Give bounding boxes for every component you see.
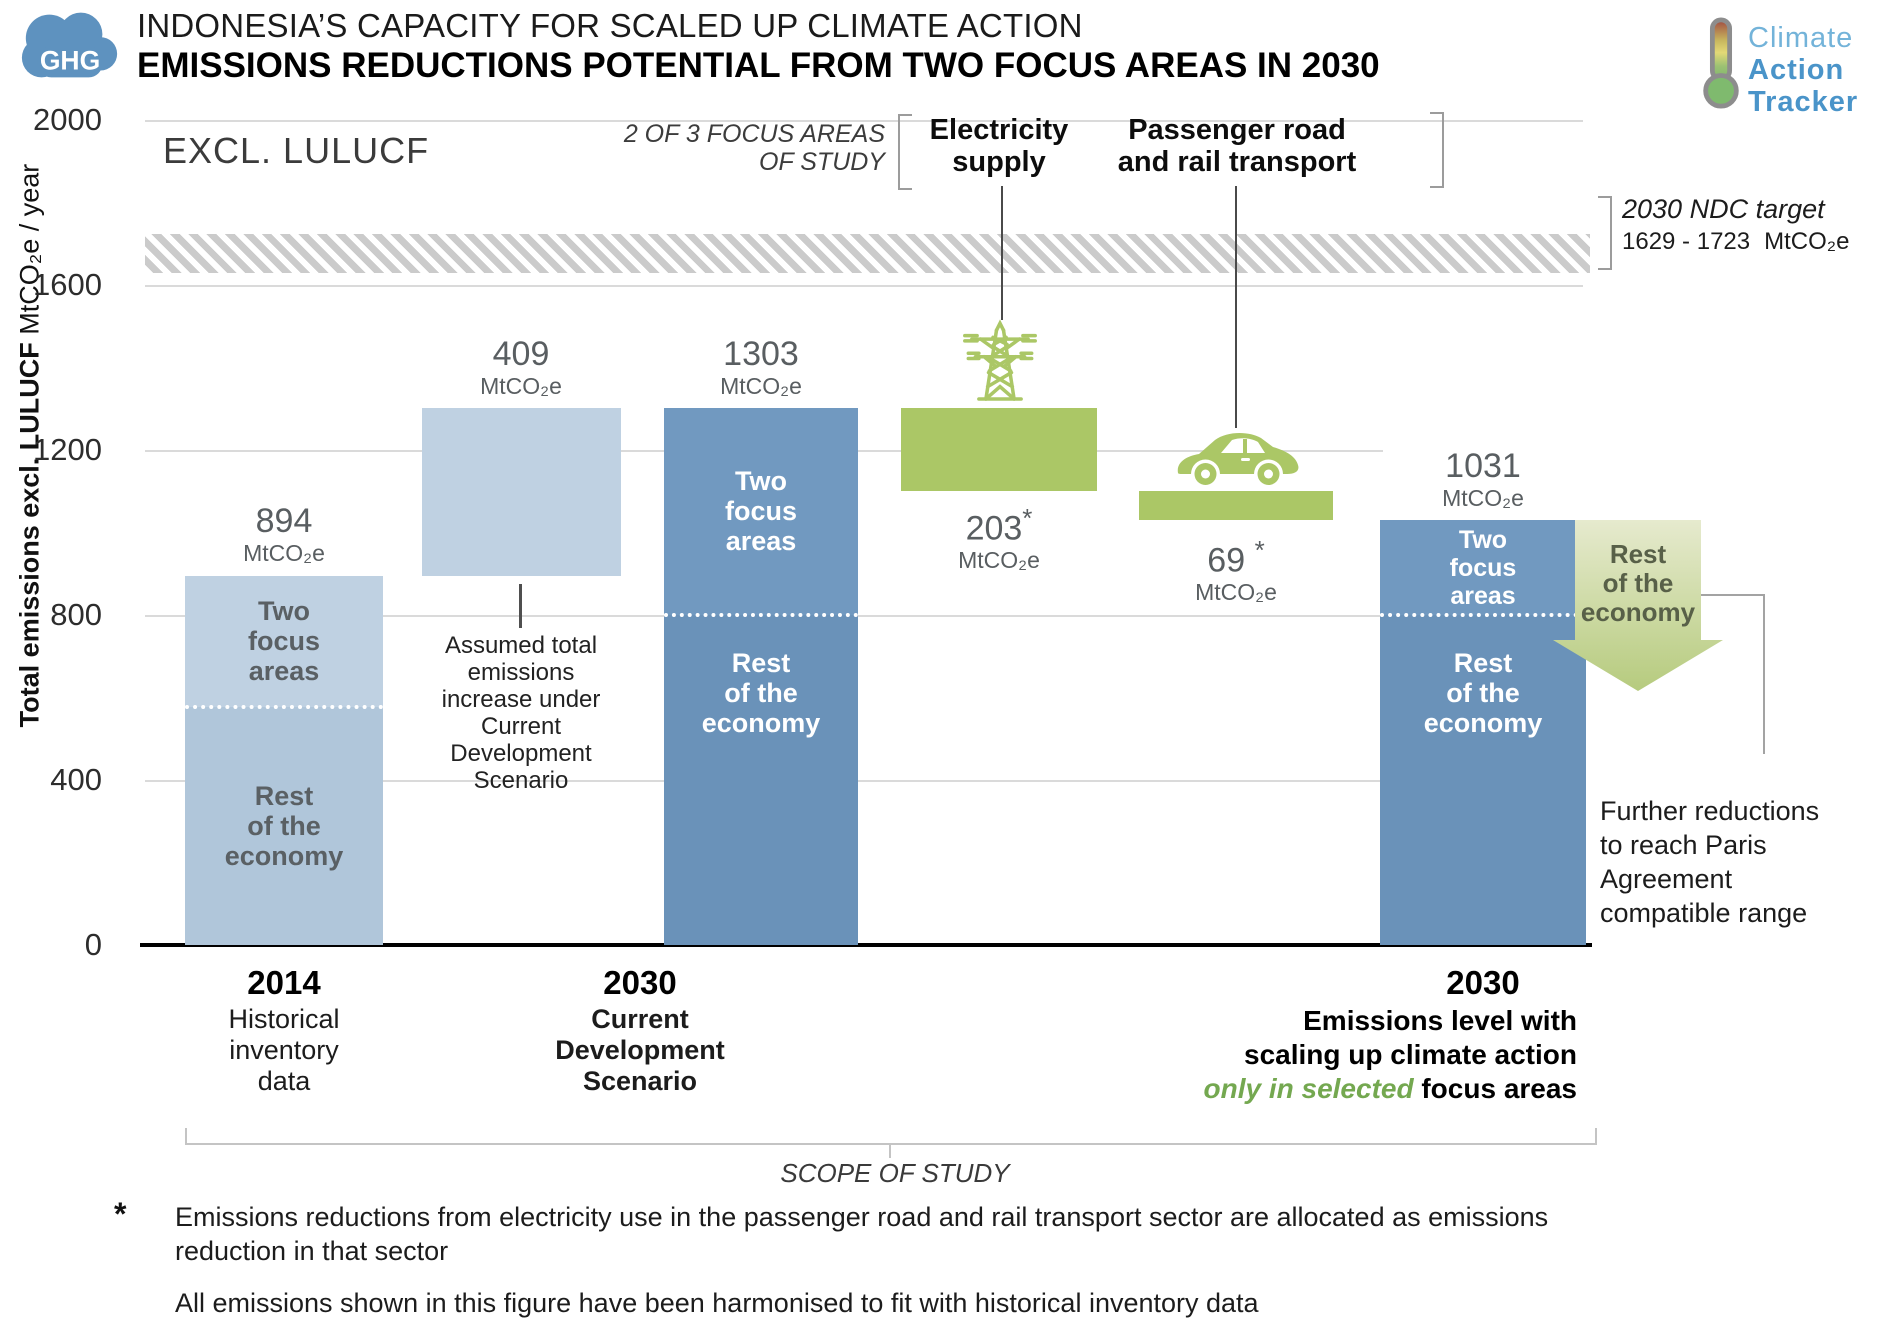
gridline-1600 — [145, 285, 1583, 287]
ndc-range-values: 1629 - 1723 — [1622, 228, 1751, 255]
focus-bracket-open — [898, 114, 912, 190]
bar-cds-divider — [664, 613, 858, 617]
logo-word-tracker: Tracker — [1748, 86, 1859, 118]
ndc-bracket — [1598, 196, 1612, 270]
page-subtitle: EMISSIONS REDUCTIONS POTENTIAL FROM TWO … — [137, 46, 1380, 85]
y-tick-1600: 1600 — [33, 267, 102, 302]
scaled-desc-highlight: only in selected — [1203, 1073, 1414, 1104]
footnote-asterisk: * — [114, 1196, 127, 1232]
scope-bracket-tick — [889, 1145, 891, 1158]
bar-transport-reduction — [1139, 491, 1333, 520]
bar-2014-historical: Two focus areas Rest of the economy — [185, 576, 383, 945]
bar-assumed-increase — [422, 408, 621, 576]
down-arrow-icon — [1553, 520, 1723, 691]
y-tick-2000: 2000 — [33, 102, 102, 137]
assumed-increase-pointer-line — [519, 584, 522, 628]
y-axis-title-bold: Total emissions excl. LULUCF — [14, 334, 45, 728]
x-label-cds-desc: Current Development Scenario — [555, 1004, 725, 1096]
bar-2014-divider — [185, 705, 383, 709]
value-label-203: 203* MtCO₂e — [958, 503, 1040, 574]
ndc-target-band — [145, 234, 1590, 273]
further-reductions-arrow — [1553, 520, 1723, 692]
x-label-cds-year: 2030 — [603, 964, 677, 1001]
value-label-1303: 1303 MtCO₂e — [661, 336, 861, 399]
ghg-badge-label: GHG — [40, 46, 100, 76]
focus-bracket-close — [1430, 112, 1444, 188]
car-icon — [1171, 428, 1301, 490]
y-tick-0: 0 — [84, 927, 102, 962]
logo-word-climate: Climate — [1748, 22, 1854, 54]
bar-scaled-rest-label: Rest of the economy — [1423, 648, 1543, 738]
scaled-desc-line2: scaling up climate action — [1244, 1039, 1577, 1070]
value-label-894: 894 MtCO₂e — [184, 503, 384, 566]
bar-2014-rest-label: Rest of the economy — [224, 781, 344, 871]
cat-logo-text: Climate Action Tracker — [1748, 22, 1858, 118]
bar-cds-rest-label: Rest of the economy — [701, 648, 821, 738]
bar-2030-scaled-up: Two focus areas Rest of the economy — [1380, 520, 1586, 945]
focus-areas-annotation: 2 OF 3 FOCUS AREAS OF STUDY — [623, 120, 885, 176]
assumed-increase-annotation: Assumed total emissions increase under C… — [441, 632, 601, 794]
bar-2030-cds: Two focus areas Rest of the economy — [664, 408, 858, 945]
logo-word-action: Action — [1748, 54, 1845, 86]
bar-cds-rest-segment — [664, 615, 858, 945]
value-label-409: 409 MtCO₂e — [421, 336, 621, 399]
bar-2014-rest-segment — [185, 707, 383, 945]
bar-scaled-rest-segment — [1380, 615, 1586, 945]
asterisk-203: * — [1022, 503, 1033, 533]
focus-area-transport-label: Passenger road and rail transport — [1117, 114, 1357, 178]
x-label-scaled-year: 2030 — [1446, 964, 1520, 1001]
footnote-harmonised: All emissions shown in this figure have … — [175, 1288, 1259, 1318]
page-title: INDONESIA’S CAPACITY FOR SCALED UP CLIMA… — [137, 7, 1083, 44]
bar-cds-two-focus-segment — [664, 408, 858, 615]
y-axis-title-units: MtCO₂e / year — [14, 163, 45, 335]
ndc-range-unit: MtCO₂e — [1764, 228, 1850, 255]
bar-2014-two-focus-segment — [185, 576, 383, 707]
electricity-connector-line — [1001, 186, 1003, 320]
value-label-69: 69 * MtCO₂e — [1195, 535, 1277, 606]
footnote-allocation: Emissions reductions from electricity us… — [175, 1202, 1549, 1266]
ndc-target-range: 1629 - 1723 MtCO₂e — [1622, 228, 1849, 256]
thermometer-icon — [1703, 17, 1739, 109]
bar-electricity-reduction — [901, 408, 1097, 491]
y-tick-800: 800 — [50, 597, 102, 632]
bar-cds-two-focus-label: Two focus areas — [724, 466, 797, 556]
x-axis-line — [140, 943, 1592, 947]
bar-2014-two-focus-label: Two focus areas — [247, 596, 320, 686]
gridline-2000 — [145, 120, 1583, 122]
electricity-pylon-icon — [956, 316, 1044, 408]
y-tick-1200: 1200 — [33, 432, 102, 467]
further-reductions-annotation: Further reductions to reach Paris Agreem… — [1600, 796, 1820, 928]
bar-scaled-divider — [1380, 613, 1586, 617]
gridline-1200 — [145, 450, 1583, 452]
x-label-scaled-desc: Emissions level with scaling up climate … — [1095, 1004, 1578, 1106]
asterisk-69: * — [1254, 535, 1265, 565]
x-label-2014-year: 2014 — [247, 964, 321, 1001]
transport-connector-line — [1235, 186, 1237, 428]
scaled-desc-line3: only in selected focus areas — [1203, 1073, 1578, 1104]
ndc-target-label: 2030 NDC target — [1622, 194, 1825, 224]
focus-area-electricity-label: Electricity supply — [929, 114, 1069, 178]
arrow-annotation-connector — [1701, 594, 1765, 754]
ghg-cloud-icon: GHG — [21, 12, 118, 78]
excl-lulucf-note: EXCL. LULUCF — [163, 130, 430, 171]
arrow-rest-of-economy-label: Rest of the economy — [1580, 539, 1696, 627]
bar-scaled-two-focus-label: Two focus areas — [1449, 526, 1517, 610]
cat-logo-thermometer — [1698, 14, 1744, 112]
y-tick-400: 400 — [50, 762, 102, 797]
scope-of-study-label: SCOPE OF STUDY — [780, 1158, 1010, 1188]
scaled-desc-line1: Emissions level with — [1303, 1005, 1577, 1036]
bar-scaled-two-focus-segment — [1380, 520, 1586, 615]
gridline-800 — [145, 615, 1583, 617]
scope-bracket — [185, 1128, 1597, 1145]
x-label-2014-desc: Historical inventory data — [228, 1004, 340, 1096]
value-label-1031: 1031 MtCO₂e — [1383, 448, 1583, 511]
gridline-400 — [145, 780, 1583, 782]
ghg-badge: GHG — [16, 4, 124, 88]
